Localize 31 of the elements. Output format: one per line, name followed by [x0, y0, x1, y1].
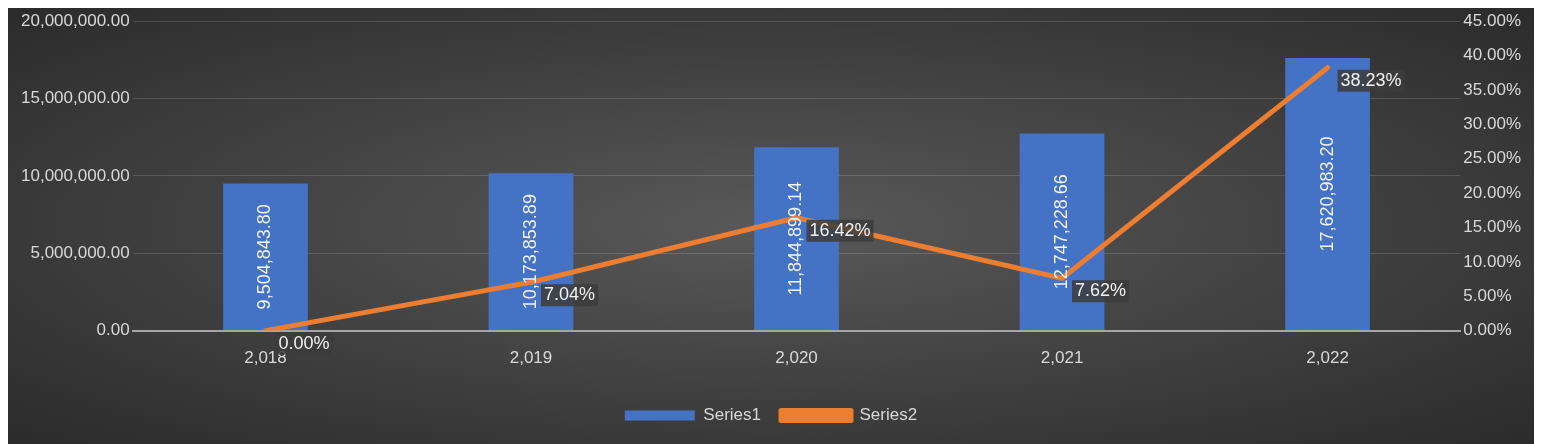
- y2-tick-label: 0.00%: [1463, 320, 1512, 340]
- data-label: 9,504,843.80: [254, 204, 275, 310]
- y2-tick-label: 30.00%: [1463, 114, 1522, 134]
- legend-label: Series1: [703, 405, 761, 425]
- x-tick-label: 2,019: [509, 348, 553, 368]
- data-label: 17,620,983.20: [1316, 136, 1337, 252]
- y2-tick-label: 15.00%: [1463, 217, 1522, 237]
- y2-tick-label: 35.00%: [1463, 79, 1522, 99]
- x-tick-label: 2,022: [1306, 348, 1349, 368]
- y-tick-label: 20,000,000.00: [21, 10, 130, 30]
- data-label: 0.00%: [278, 332, 330, 353]
- y2-tick-label: 40.00%: [1463, 45, 1522, 65]
- legend-label: Series2: [859, 405, 918, 425]
- data-label: 38.23%: [1340, 69, 1402, 90]
- data-label: 7.62%: [1075, 280, 1127, 301]
- x-tick-label: 2,021: [1040, 348, 1084, 368]
- y2-tick-label: 5.00%: [1463, 285, 1512, 305]
- y2-tick-label: 10.00%: [1463, 251, 1522, 271]
- y-tick-label: 10,000,000.00: [21, 165, 130, 185]
- y-tick-label: 15,000,000.00: [21, 88, 130, 108]
- y-tick-label: 0.00: [96, 320, 130, 340]
- y2-tick-label: 25.00%: [1463, 148, 1522, 168]
- data-label: 12,747,228.66: [1051, 174, 1072, 290]
- data-label: 16.42%: [809, 219, 871, 240]
- data-label: 11,844,899.14: [785, 181, 806, 296]
- y-tick-label: 5,000,000.00: [30, 242, 130, 262]
- y2-tick-label: 45.00%: [1463, 10, 1522, 30]
- y2-tick-label: 20.00%: [1463, 182, 1522, 202]
- x-tick-label: 2,020: [775, 348, 818, 368]
- data-label: 7.04%: [544, 284, 596, 305]
- data-label: 10,173,853.89: [519, 194, 540, 310]
